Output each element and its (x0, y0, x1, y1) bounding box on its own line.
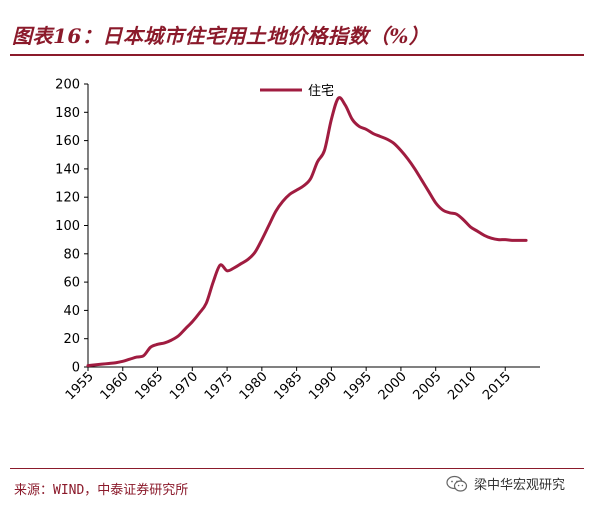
x-axis: 1955 1960 1965 1970 1975 1980 1985 1990 1995 2000… (63, 366, 540, 403)
y-tick-label: 0 (72, 361, 80, 376)
x-tick-label: 2015 (480, 369, 514, 403)
series-line-1 (86, 96, 528, 368)
source-note: 来源：WIND，中泰证券研究所 (14, 483, 189, 498)
legend: 住宅 (260, 84, 334, 99)
y-tick-label: 100 (55, 219, 80, 234)
x-tick-label: 1975 (202, 369, 236, 403)
y-tick-label: 40 (63, 304, 80, 319)
x-tick-label: 2005 (411, 369, 445, 403)
y-tick-label: 120 (55, 191, 80, 206)
wechat-icon (446, 475, 468, 492)
x-tick-label: 1965 (132, 369, 166, 403)
x-tick-label: 2000 (376, 369, 410, 403)
line-chart: 0 20 40 60 80 100 120 140 160 180 200 1955 1960 1965… (55, 78, 540, 403)
y-tick-label: 160 (55, 134, 80, 149)
watermark-label: 梁中华宏观研究 (474, 478, 566, 493)
y-tick-label: 60 (63, 276, 80, 291)
chart-title: 图表16：日本城市住宅用土地价格指数（%） (12, 24, 430, 48)
y-tick-label: 140 (55, 162, 80, 177)
y-tick-label: 180 (55, 106, 80, 121)
x-tick-label: 1960 (98, 369, 132, 403)
y-tick-label: 20 (63, 332, 80, 347)
footer-divider (10, 468, 584, 469)
series (86, 96, 528, 368)
y-tick-label: 80 (63, 247, 80, 262)
watermark: 梁中华宏观研究 (446, 474, 565, 493)
y-axis: 0 20 40 60 80 100 120 140 160 180 200 (55, 78, 89, 376)
legend-label: 住宅 (308, 84, 334, 99)
x-tick-label: 2010 (445, 369, 479, 403)
title-divider (10, 54, 584, 56)
x-tick-label: 1980 (237, 369, 271, 403)
x-tick-label: 1970 (167, 369, 201, 403)
y-tick-label: 200 (55, 78, 80, 93)
x-tick-label: 1995 (341, 369, 375, 403)
x-tick-label: 1985 (271, 369, 305, 403)
x-tick-label: 1990 (306, 369, 340, 403)
x-tick-label: 1955 (63, 369, 97, 403)
